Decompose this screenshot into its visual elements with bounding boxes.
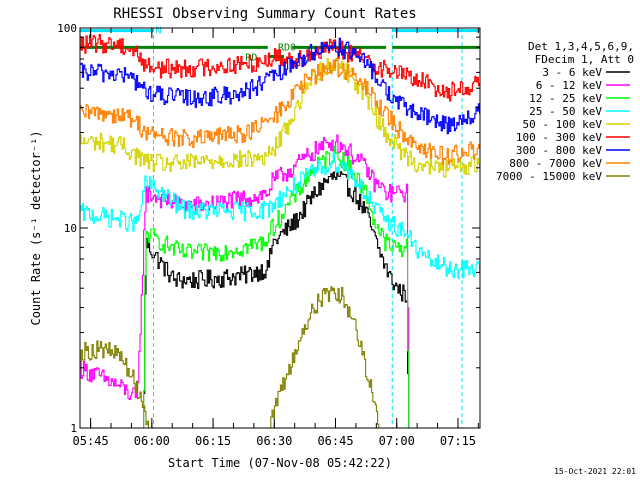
legend: Det 1,3,4,5,6,9,FDecim 1, Att 03 - 6 keV… bbox=[496, 40, 634, 183]
series-trace-6-12-kev bbox=[80, 134, 480, 429]
flag-label-rd: RD bbox=[245, 53, 257, 64]
legend-label: 50 - 100 keV bbox=[523, 118, 603, 131]
legend-header-line: FDecim 1, Att 0 bbox=[535, 53, 634, 66]
x-tick-label: 06:15 bbox=[195, 434, 231, 448]
chart-title: RHESSI Observing Summary Count Rates bbox=[113, 6, 416, 22]
x-tick-label: 05:45 bbox=[73, 434, 109, 448]
legend-label: 3 - 6 keV bbox=[542, 66, 602, 79]
series-trace-50-100-kev bbox=[80, 57, 481, 178]
y-tick-label: 1 bbox=[70, 422, 77, 435]
legend-label: 6 - 12 keV bbox=[536, 79, 603, 92]
series-trace-25-50-kev bbox=[80, 152, 481, 280]
series-trace-100-300-kev bbox=[80, 33, 481, 102]
x-tick-label: 07:00 bbox=[379, 434, 415, 448]
x-tick-label: 06:45 bbox=[317, 434, 353, 448]
legend-label: 7000 - 15000 keV bbox=[496, 170, 602, 183]
y-tick-label: 10 bbox=[64, 222, 77, 235]
series-trace-800-7000-kev bbox=[80, 58, 481, 166]
series-layer bbox=[80, 33, 481, 429]
series-trace-300-800-kev bbox=[80, 37, 481, 135]
series-trace-3-6-kev bbox=[80, 171, 480, 429]
x-tick-label: 06:00 bbox=[134, 434, 170, 448]
legend-label: 25 - 50 keV bbox=[529, 105, 602, 118]
legend-label: 100 - 300 keV bbox=[516, 131, 602, 144]
legend-label: 12 - 25 keV bbox=[529, 92, 602, 105]
footer-date: 15-Oct-2021 22:01 bbox=[554, 467, 636, 476]
x-tick-label: 06:30 bbox=[256, 434, 292, 448]
flag-label-rd0: RD0 bbox=[278, 42, 296, 53]
flag-label-n: N bbox=[156, 26, 162, 37]
x-tick-label: 07:15 bbox=[440, 434, 476, 448]
series-trace-12-25-kev bbox=[80, 145, 480, 429]
x-axis-label: Start Time (07-Nov-08 05:42:22) bbox=[168, 456, 392, 470]
legend-header-line: Det 1,3,4,5,6,9, bbox=[528, 40, 634, 53]
legend-label: 300 - 800 keV bbox=[516, 144, 602, 157]
y-axis-label: Count Rate (s⁻¹ detector⁻¹) bbox=[29, 130, 43, 325]
axes-layer: 1 10 100 05:45 06:00 06:15 06:30 06:45 07:00 07:1… bbox=[57, 22, 481, 448]
legend-label: 800 - 7000 keV bbox=[509, 157, 602, 170]
y-tick-label: 100 bbox=[57, 22, 77, 35]
